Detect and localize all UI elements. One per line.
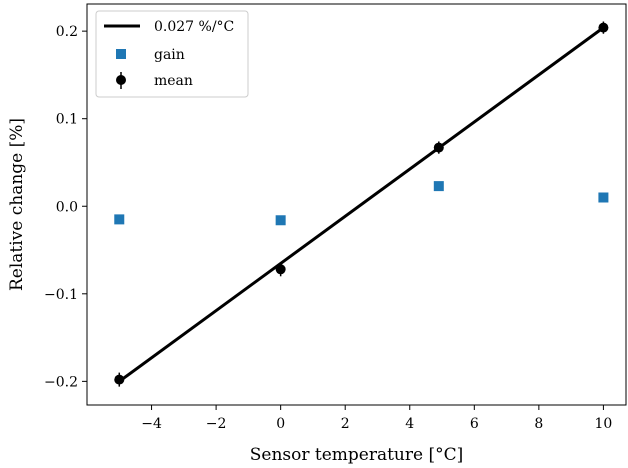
plot-frame <box>86 3 627 406</box>
gain-point <box>114 214 125 225</box>
gain-point <box>598 192 609 203</box>
mean-point <box>114 374 125 385</box>
y-axis-label: Relative change [%] <box>7 118 27 291</box>
x-tick-label: 6 <box>470 416 479 432</box>
x-tick-label: 8 <box>534 416 543 432</box>
legend-mean-marker <box>116 75 126 85</box>
x-axis-label: Sensor temperature [°C] <box>250 445 464 465</box>
gain-point <box>275 215 286 226</box>
gain-point <box>433 181 444 192</box>
mean-point <box>433 142 444 153</box>
legend-label-fit: 0.027 %/°C <box>154 19 234 35</box>
chart-marks <box>114 21 609 387</box>
y-tick-label: −0.1 <box>44 287 78 303</box>
x-tick-label: −2 <box>206 416 227 432</box>
x-tick-label: 10 <box>594 416 612 432</box>
x-tick-label: 2 <box>341 416 350 432</box>
mean-point <box>598 22 609 33</box>
legend-label-mean: mean <box>154 73 193 89</box>
legend-label-gain: gain <box>154 47 185 63</box>
x-tick-label: 4 <box>405 416 414 432</box>
legend-gain-marker <box>116 49 126 59</box>
y-tick-label: −0.2 <box>44 374 78 390</box>
y-tick-label: 0.0 <box>56 199 78 215</box>
x-tick-label: −4 <box>141 416 162 432</box>
x-tick-label: 0 <box>276 416 285 432</box>
fit-line <box>118 26 605 383</box>
y-tick-label: 0.2 <box>56 24 78 40</box>
y-tick-label: 0.1 <box>56 112 78 128</box>
legend-box <box>95 10 249 98</box>
legend: 0.027 %/°C gain mean <box>95 10 249 98</box>
axis-ticks: −4 −2 0 2 4 6 8 10 −0.2 −0.1 0.0 0.1 0.2 <box>44 24 612 432</box>
mean-point <box>275 264 286 275</box>
